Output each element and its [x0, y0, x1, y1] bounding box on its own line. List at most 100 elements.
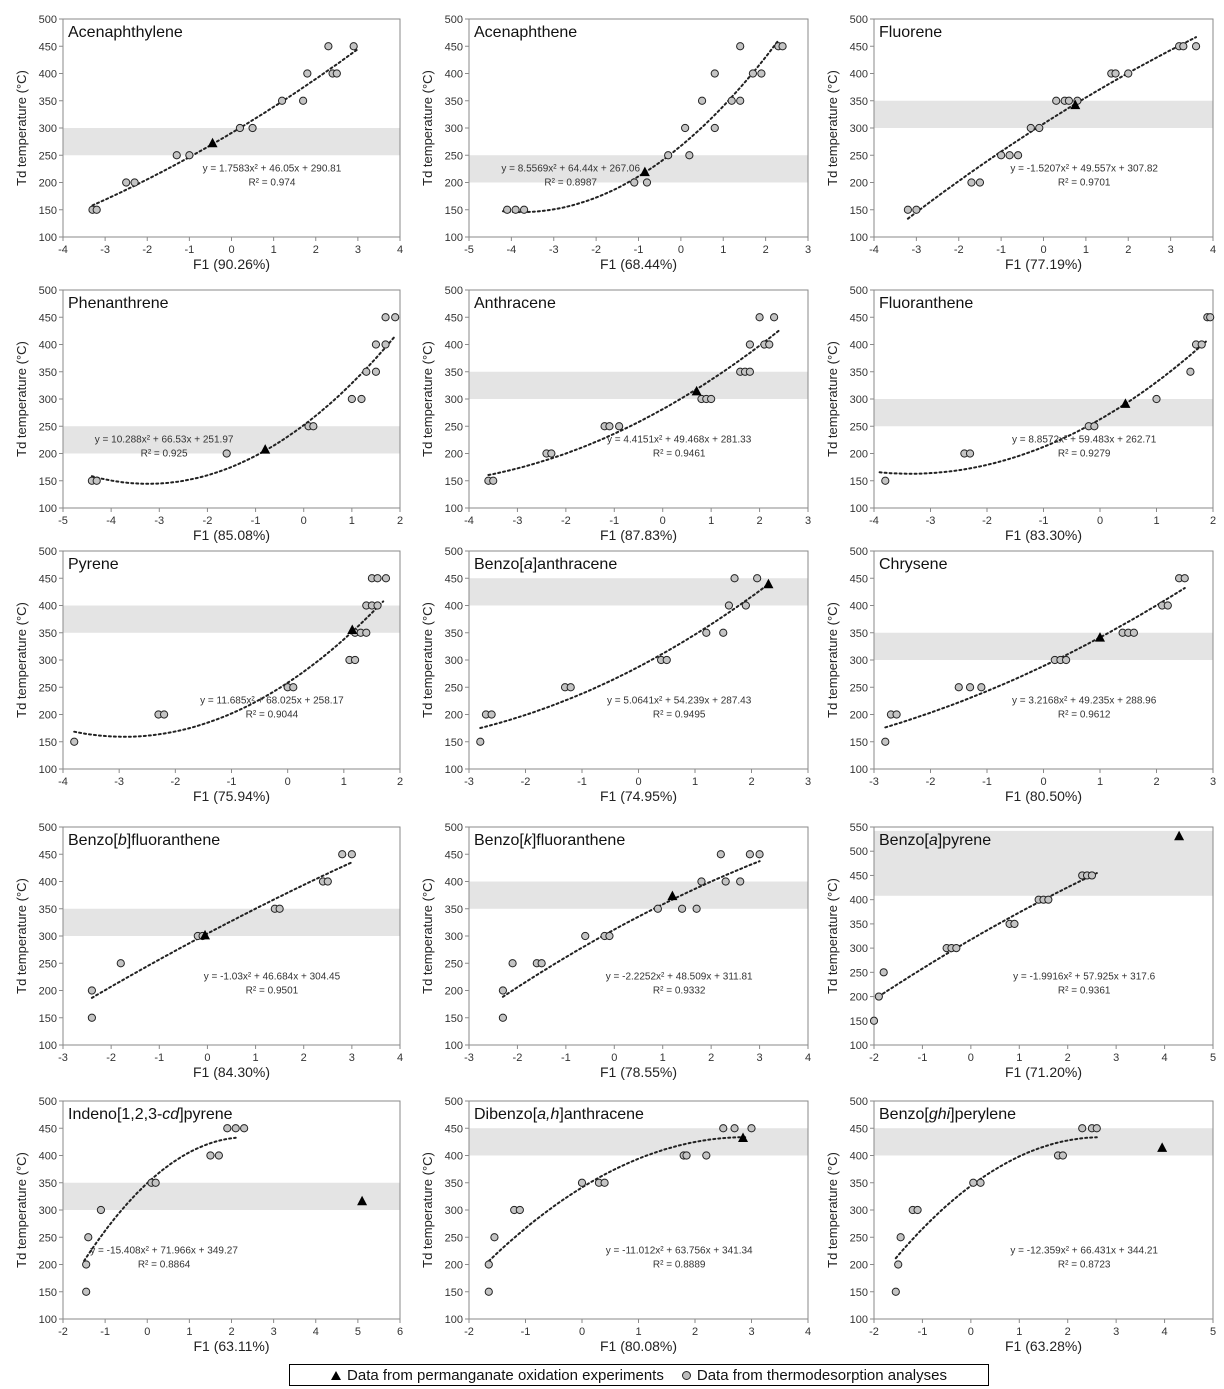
data-point-thermodesorption	[332, 69, 341, 78]
regression-equation: y = -11.012x² + 63.756x + 341.34	[606, 1246, 753, 1257]
y-tick-label: 400	[445, 340, 463, 352]
data-point-thermodesorption	[84, 1233, 93, 1242]
regression-equation: y = -2.2252x² + 48.509x + 311.81	[606, 972, 753, 983]
y-tick-label: 450	[445, 41, 463, 53]
y-tick-label: 150	[445, 205, 463, 217]
data-point-thermodesorption	[92, 476, 101, 485]
y-axis-label: Td temperature (°C)	[420, 70, 435, 186]
y-tick-label: 250	[39, 421, 57, 433]
x-tick-label: -2	[926, 776, 936, 788]
y-tick-label: 500	[39, 14, 57, 26]
data-point-thermodesorption	[240, 1124, 249, 1133]
x-tick-label: -1	[577, 776, 587, 788]
x-tick-label: 3	[355, 244, 361, 256]
y-tick-label: 250	[39, 958, 57, 970]
data-point-thermodesorption	[662, 655, 671, 665]
data-point-thermodesorption	[371, 340, 381, 349]
x-axis-label: F1 (78.55%)	[600, 1064, 677, 1080]
x-tick-label: -3	[926, 515, 936, 527]
y-tick-label: 150	[39, 1013, 57, 1025]
y-tick-label: 450	[850, 870, 868, 882]
data-point-thermodesorption	[745, 367, 754, 376]
y-tick-label: 250	[850, 421, 868, 433]
data-point-thermodesorption	[231, 1124, 240, 1133]
legend-label-thermodesorption: Data from thermodesorption analyses	[696, 1366, 947, 1384]
data-point-thermodesorption	[664, 151, 673, 160]
data-point-thermodesorption	[954, 683, 963, 692]
regression-equation: y = 11.685x² + 68.025x + 258.17	[200, 696, 344, 707]
y-tick-label: 150	[445, 737, 463, 749]
r-squared-label: R² = 0.8987	[544, 178, 597, 189]
trend-line	[90, 335, 397, 485]
x-tick-label: 2	[228, 1326, 234, 1338]
y-tick-label: 400	[850, 601, 868, 613]
data-point-permanganate	[691, 385, 702, 396]
y-tick-label: 450	[850, 573, 868, 585]
data-point-thermodesorption	[969, 1178, 978, 1187]
regression-equation: y = 4.4151x² + 49.468x + 281.33	[607, 435, 752, 446]
y-tick-label: 100	[850, 764, 868, 776]
y-axis-label: Td temperature (°C)	[825, 602, 840, 718]
y-tick-label: 100	[445, 1040, 463, 1052]
data-point-thermodesorption	[977, 683, 986, 692]
chart-title: Fluorene	[879, 24, 942, 41]
x-tick-label: 4	[805, 1052, 811, 1064]
x-tick-label: 0	[660, 515, 666, 527]
data-point-thermodesorption	[912, 205, 921, 214]
y-tick-label: 350	[39, 1178, 57, 1190]
chart-title-part: ]fluoranthene	[127, 832, 221, 849]
chart-panel: 100 150 200 250 300 350 400 450 500 -3 -2 -1 0 1 2 3 4 F1…	[420, 822, 811, 1080]
x-tick-label: -2	[142, 244, 152, 256]
x-tick-label: 0	[678, 244, 684, 256]
y-tick-label: 450	[39, 573, 57, 585]
x-tick-label: 4	[1162, 1052, 1168, 1064]
chart-panel: 100 150 200 250 300 350 400 450 500 -3 -2 -1 0 1 2 3 F1 …	[825, 546, 1216, 804]
data-point-thermodesorption	[324, 42, 333, 51]
y-tick-label: 400	[39, 1151, 57, 1163]
data-point-thermodesorption	[338, 850, 347, 859]
x-tick-label: -3	[154, 515, 164, 527]
data-point-thermodesorption	[92, 205, 101, 214]
y-tick-label: 100	[445, 503, 463, 515]
data-point-thermodesorption	[547, 449, 556, 458]
data-point-thermodesorption	[1010, 919, 1019, 928]
x-tick-label: 1	[660, 1052, 666, 1064]
y-axis-label: Td temperature (°C)	[14, 1152, 29, 1268]
data-point-thermodesorption	[214, 1151, 223, 1160]
x-tick-label: 2	[763, 244, 769, 256]
data-point-permanganate	[200, 929, 211, 940]
data-point-thermodesorption	[697, 877, 706, 886]
data-point-thermodesorption	[1186, 367, 1195, 376]
data-point-thermodesorption	[879, 968, 888, 977]
x-axis-label: F1 (77.19%)	[1005, 256, 1082, 272]
y-tick-label: 450	[39, 849, 57, 861]
data-point-thermodesorption	[975, 178, 985, 187]
y-tick-label: 150	[850, 1287, 868, 1299]
data-point-thermodesorption	[745, 340, 754, 349]
data-point-thermodesorption	[489, 476, 498, 485]
x-tick-label: -1	[154, 1052, 164, 1064]
x-tick-label: 2	[1065, 1052, 1071, 1064]
data-point-permanganate	[1070, 99, 1081, 110]
y-tick-label: 450	[445, 573, 463, 585]
x-tick-label: 3	[748, 1326, 754, 1338]
chart-title-part: Benzo[	[879, 832, 929, 849]
triangle-marker-icon	[331, 1370, 342, 1380]
x-tick-label: -1	[918, 1052, 928, 1064]
r-squared-label: R² = 0.9701	[1058, 178, 1111, 189]
regression-equation: y = 3.2168x² + 49.235x + 288.96	[1012, 696, 1157, 707]
y-axis-label: Td temperature (°C)	[420, 1152, 435, 1268]
highlight-band	[63, 426, 400, 454]
data-point-thermodesorption	[537, 959, 546, 968]
x-tick-label: -4	[106, 515, 116, 527]
regression-equation: y = -1.03x² + 46.684x + 304.45	[204, 972, 341, 983]
chart-title-part: Benzo[	[474, 832, 524, 849]
x-tick-label: 2	[397, 515, 403, 527]
x-axis-label: F1 (80.08%)	[600, 1338, 677, 1354]
y-axis-label: Td temperature (°C)	[14, 878, 29, 994]
y-tick-label: 300	[850, 655, 868, 667]
chart-title-part: a,h	[537, 1106, 559, 1123]
y-tick-label: 100	[39, 1040, 57, 1052]
y-tick-label: 200	[445, 986, 463, 998]
highlight-band	[874, 632, 1213, 660]
